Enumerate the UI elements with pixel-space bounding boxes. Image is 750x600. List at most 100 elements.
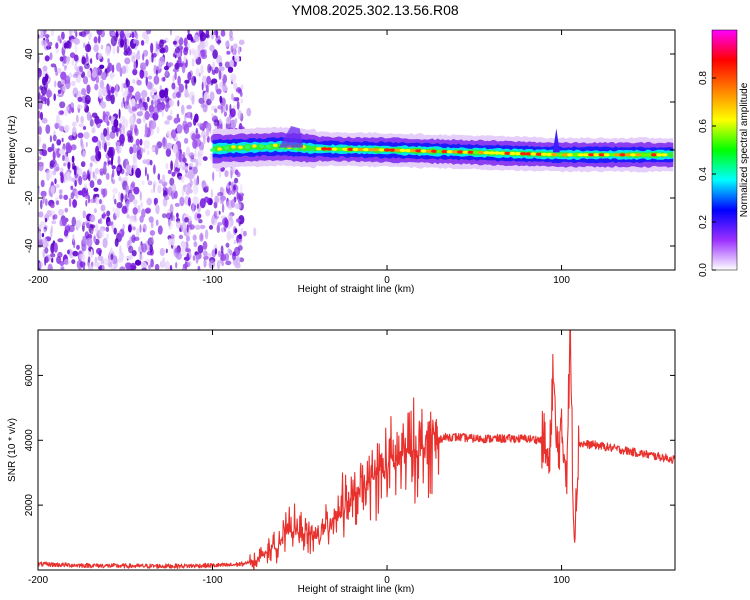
signal-core xyxy=(352,147,359,152)
noise-speck xyxy=(210,189,214,198)
noise-speck xyxy=(159,85,162,91)
noise-speck xyxy=(120,168,125,175)
noise-speck xyxy=(116,62,122,72)
colorbar-tick-label: 0.8 xyxy=(698,71,709,85)
noise-speck xyxy=(74,189,79,199)
noise-speck xyxy=(166,115,173,121)
noise-speck xyxy=(175,261,178,269)
noise-speck xyxy=(62,154,65,161)
noise-speck xyxy=(110,247,113,256)
noise-speck xyxy=(123,42,128,53)
noise-speck xyxy=(47,146,53,153)
noise-speck xyxy=(96,247,102,255)
noise-speck xyxy=(50,185,55,195)
signal-core xyxy=(520,152,527,156)
signal-core xyxy=(493,151,501,155)
noise-speck xyxy=(175,252,182,260)
noise-speck xyxy=(214,108,218,113)
noise-speck xyxy=(98,88,103,99)
noise-speck xyxy=(120,192,124,203)
noise-speck xyxy=(212,61,216,71)
noise-speck xyxy=(199,198,206,209)
noise-speck xyxy=(215,167,221,172)
noise-speck xyxy=(234,117,238,124)
noise-speck xyxy=(102,110,106,121)
noise-speck xyxy=(64,172,69,183)
noise-speck xyxy=(90,215,96,222)
noise-speck xyxy=(94,174,97,181)
noise-speck xyxy=(169,177,175,186)
signal-core xyxy=(394,148,401,152)
noise-speck xyxy=(70,144,77,151)
signal-core xyxy=(609,153,616,157)
noise-speck xyxy=(167,62,174,67)
noise-speck xyxy=(111,156,113,167)
noise-speck xyxy=(126,95,129,106)
noise-speck xyxy=(101,264,105,270)
noise-speck xyxy=(38,230,42,241)
noise-speck xyxy=(75,31,78,38)
noise-speck xyxy=(218,66,225,72)
noise-speck xyxy=(82,210,87,219)
noise-speck xyxy=(170,160,174,171)
noise-speck xyxy=(191,58,195,67)
signal-core xyxy=(540,152,548,156)
noise-speck xyxy=(229,59,235,68)
noise-speck xyxy=(119,266,126,270)
noise-speck xyxy=(133,38,137,44)
noise-speck xyxy=(187,197,191,207)
noise-speck xyxy=(87,256,91,263)
noise-speck xyxy=(42,65,48,72)
noise-speck xyxy=(157,173,161,181)
noise-speck xyxy=(189,48,192,56)
noise-speck xyxy=(59,56,64,62)
noise-speck xyxy=(196,203,199,209)
noise-speck xyxy=(134,259,142,266)
noise-speck xyxy=(183,37,188,47)
noise-speck xyxy=(181,65,186,74)
noise-speck xyxy=(157,98,160,103)
noise-speck xyxy=(71,126,77,137)
noise-speck xyxy=(74,43,78,54)
noise-speck xyxy=(169,264,173,270)
noise-speck xyxy=(100,259,105,265)
noise-speck xyxy=(112,255,118,265)
noise-speck xyxy=(69,52,76,59)
noise-speck xyxy=(224,218,229,228)
noise-speck xyxy=(38,211,44,218)
noise-speck xyxy=(181,188,185,197)
noise-speck xyxy=(81,56,87,65)
noise-speck xyxy=(132,79,136,84)
noise-speck xyxy=(164,195,170,201)
noise-speck xyxy=(126,130,133,138)
noise-speck xyxy=(203,259,208,268)
noise-speck xyxy=(112,169,115,178)
signal-core xyxy=(420,149,427,153)
noise-speck xyxy=(137,50,140,55)
noise-speck xyxy=(130,262,137,270)
noise-speck xyxy=(159,47,166,54)
noise-speck xyxy=(118,176,122,182)
noise-speck xyxy=(123,50,129,56)
noise-speck xyxy=(114,198,117,205)
noise-speck xyxy=(246,107,252,117)
noise-speck xyxy=(193,241,198,248)
noise-speck xyxy=(227,66,234,73)
noise-speck xyxy=(168,238,172,245)
noise-speck xyxy=(193,76,197,84)
noise-speck xyxy=(146,30,152,35)
noise-speck xyxy=(89,198,96,204)
noise-speck xyxy=(188,224,195,230)
noise-speck xyxy=(209,91,215,101)
x-tick-label: -200 xyxy=(28,575,48,586)
noise-speck xyxy=(97,178,102,185)
noise-speck xyxy=(192,139,198,149)
noise-speck xyxy=(150,88,157,93)
noise-speck xyxy=(178,234,184,240)
noise-speck xyxy=(232,55,235,61)
noise-speck xyxy=(172,75,175,83)
x-tick-label: 0 xyxy=(384,575,390,586)
noise-speck xyxy=(54,122,60,129)
signal-core xyxy=(593,153,600,157)
signal-core xyxy=(410,149,417,153)
